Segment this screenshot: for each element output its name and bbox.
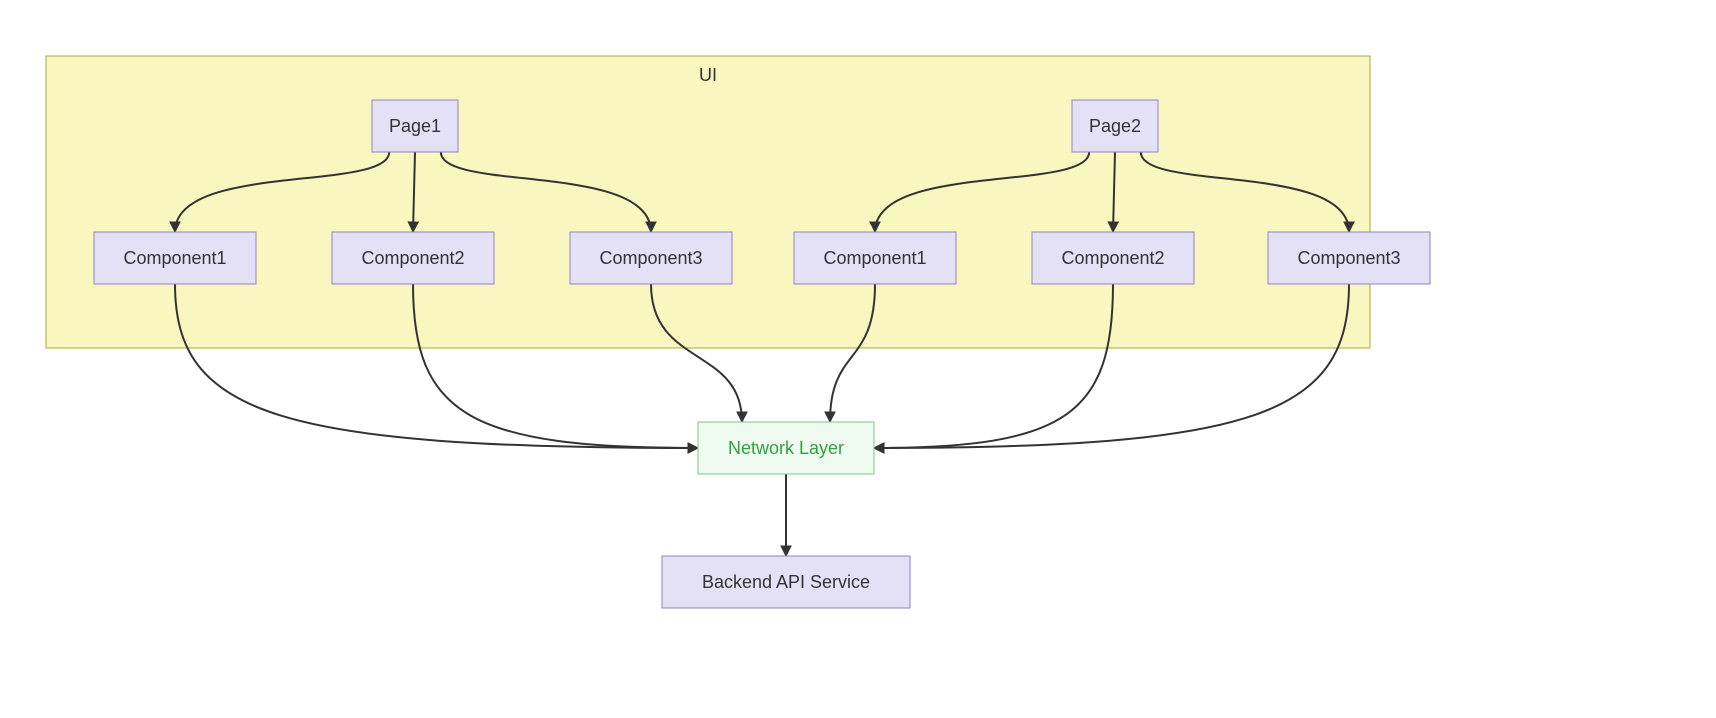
node-p2c2-label: Component2: [1061, 248, 1164, 268]
node-p2c3-label: Component3: [1297, 248, 1400, 268]
node-page2-label: Page2: [1089, 116, 1141, 136]
architecture-diagram: UI Page1 Page2 Component1 Component2 Componen…: [0, 0, 1716, 718]
node-backend-label: Backend API Service: [702, 572, 870, 592]
ui-group-label: UI: [699, 65, 717, 85]
node-p1c1-label: Component1: [123, 248, 226, 268]
node-p2c1-label: Component1: [823, 248, 926, 268]
node-page1-label: Page1: [389, 116, 441, 136]
node-p1c2-label: Component2: [361, 248, 464, 268]
node-p1c3-label: Component3: [599, 248, 702, 268]
ui-group-box: [46, 56, 1370, 348]
node-network-label: Network Layer: [728, 438, 844, 458]
